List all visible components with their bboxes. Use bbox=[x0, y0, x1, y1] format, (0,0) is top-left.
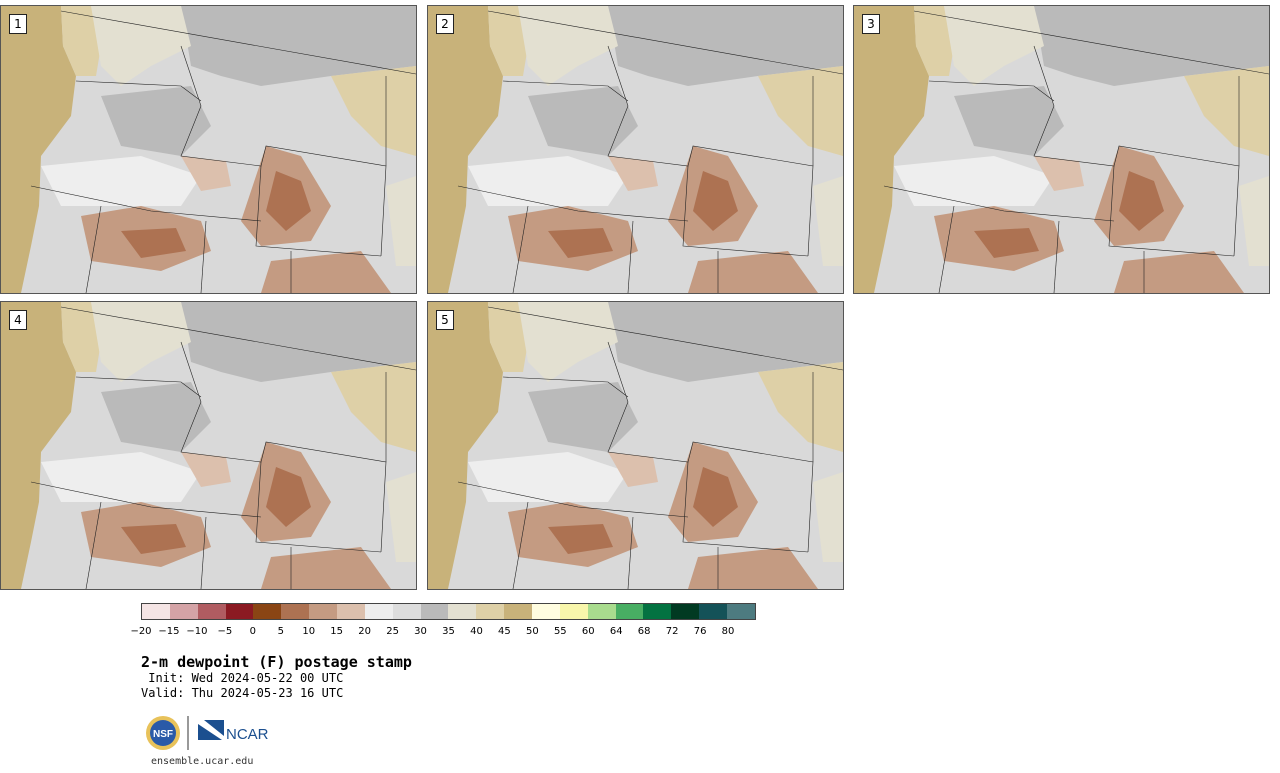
colorbar-tick-label: 20 bbox=[358, 626, 371, 637]
colorbar-swatch bbox=[615, 604, 644, 619]
colorbar-tick-label: 45 bbox=[498, 626, 511, 637]
colorbar-swatch bbox=[671, 604, 700, 619]
colorbar-swatch bbox=[643, 604, 672, 619]
colorbar-swatch bbox=[364, 604, 393, 619]
colorbar-tick-label: 68 bbox=[637, 626, 651, 637]
logos: NSF NCAR bbox=[144, 714, 284, 752]
colorbar-tick-label: 15 bbox=[330, 626, 344, 637]
panel-number-label: 2 bbox=[436, 14, 454, 34]
page-title: 2-m dewpoint (F) postage stamp bbox=[141, 653, 412, 671]
colorbar-swatch bbox=[253, 604, 282, 619]
nsf-logo-text: NSF bbox=[153, 729, 173, 740]
colorbar-swatch bbox=[225, 604, 254, 619]
colorbar-swatch bbox=[169, 604, 198, 619]
site-url: ensemble.ucar.edu bbox=[151, 756, 254, 767]
dewpoint-map bbox=[854, 6, 1269, 293]
colorbar-tick-label: 60 bbox=[581, 626, 595, 637]
init-time: Init: Wed 2024-05-22 00 UTC bbox=[141, 671, 344, 685]
colorbar-swatch bbox=[476, 604, 505, 619]
colorbar-tick-label: 40 bbox=[470, 626, 483, 637]
colorbar-swatch bbox=[197, 604, 226, 619]
panel-2: 2 bbox=[427, 5, 844, 294]
panel-number-label: 4 bbox=[9, 310, 27, 330]
colorbar-tick-label: 50 bbox=[525, 626, 539, 637]
colorbar-tick-label: −20 bbox=[130, 626, 152, 637]
colorbar-swatch bbox=[309, 604, 338, 619]
colorbar-swatch bbox=[559, 604, 588, 619]
valid-time: Valid: Thu 2024-05-23 16 UTC bbox=[141, 686, 344, 700]
colorbar-tick-label: 25 bbox=[386, 626, 399, 637]
colorbar-ticks: −20 −15 −10 −5 0 5 10 15 20 25 30 35 40 45 50 55 60 64 68 7… bbox=[130, 626, 756, 640]
ncar-logo: NCAR bbox=[198, 720, 269, 743]
colorbar-swatch bbox=[587, 604, 616, 619]
colorbar-swatch bbox=[448, 604, 477, 619]
colorbar-tick-label: 80 bbox=[721, 626, 735, 637]
panel-5: 5 bbox=[427, 301, 844, 590]
colorbar-tick-label: −5 bbox=[217, 626, 233, 637]
colorbar-swatch bbox=[727, 604, 755, 619]
panel-4: 4 bbox=[0, 301, 417, 590]
colorbar-swatch bbox=[699, 604, 728, 619]
colorbar-tick-label: 30 bbox=[414, 626, 427, 637]
colorbar bbox=[141, 603, 756, 620]
dewpoint-map bbox=[1, 6, 416, 293]
panel-number-label: 3 bbox=[862, 14, 880, 34]
colorbar-swatch bbox=[142, 604, 170, 619]
nsf-logo: NSF bbox=[146, 716, 180, 750]
colorbar-tick-label: −15 bbox=[158, 626, 180, 637]
colorbar-tick-label: 76 bbox=[693, 626, 707, 637]
colorbar-swatch bbox=[532, 604, 560, 619]
colorbar-swatch bbox=[337, 604, 365, 619]
colorbar-swatch bbox=[504, 604, 533, 619]
dewpoint-map bbox=[428, 302, 843, 589]
colorbar-tick-label: 55 bbox=[553, 626, 567, 637]
colorbar-swatch bbox=[281, 604, 310, 619]
ncar-logo-text: NCAR bbox=[226, 726, 269, 743]
colorbar-tick-label: 5 bbox=[277, 626, 284, 637]
dewpoint-map bbox=[1, 302, 416, 589]
panel-number-label: 5 bbox=[436, 310, 454, 330]
colorbar-tick-label: 35 bbox=[442, 626, 455, 637]
colorbar-tick-label: 0 bbox=[249, 626, 256, 637]
panel-1: 1 bbox=[0, 5, 417, 294]
colorbar-swatch bbox=[420, 604, 449, 619]
dewpoint-map bbox=[428, 6, 843, 293]
colorbar-tick-label: 72 bbox=[665, 626, 679, 637]
panel-number-label: 1 bbox=[9, 14, 27, 34]
colorbar-swatch bbox=[392, 604, 421, 619]
panel-3: 3 bbox=[853, 5, 1270, 294]
colorbar-tick-label: 64 bbox=[609, 626, 623, 637]
colorbar-tick-label: −10 bbox=[186, 626, 208, 637]
colorbar-tick-label: 10 bbox=[302, 626, 316, 637]
